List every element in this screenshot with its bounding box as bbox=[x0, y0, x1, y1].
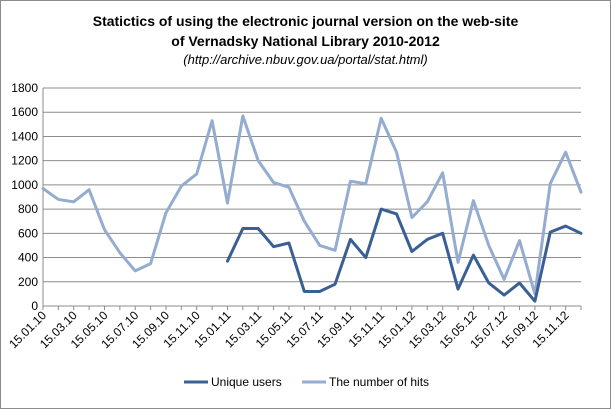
series-lines bbox=[41, 114, 583, 303]
y-tick-label: 600 bbox=[18, 226, 38, 240]
y-tick-label: 1400 bbox=[11, 129, 38, 143]
legend: Unique users The number of hits bbox=[184, 375, 429, 389]
y-tick-label: 200 bbox=[18, 275, 38, 289]
y-tick-label: 0 bbox=[31, 299, 38, 313]
y-tick-label: 1000 bbox=[11, 178, 38, 192]
y-axis-tick-labels: 0 200 400 600 800 1000 1200 1400 1600 1800 bbox=[11, 81, 38, 313]
series-number-of-hits-line bbox=[41, 114, 583, 296]
series-unique-users-line bbox=[225, 207, 583, 303]
legend-number-of-hits-label: The number of hits bbox=[329, 375, 429, 389]
chart-title-line-1: Statictics of using the electronic journ… bbox=[92, 13, 519, 29]
y-tick-label: 800 bbox=[18, 202, 38, 216]
legend-unique-users-label: Unique users bbox=[211, 375, 282, 389]
axes bbox=[42, 88, 582, 310]
y-tick-label: 1200 bbox=[11, 154, 38, 168]
chart-subtitle: (http://archive.nbuv.gov.ua/portal/stat.… bbox=[183, 52, 428, 67]
y-tick-label: 400 bbox=[18, 251, 38, 265]
gridlines bbox=[43, 87, 581, 283]
y-tick-label: 1600 bbox=[11, 105, 38, 119]
x-axis-tick-labels: 15.01.1015.03.1015.05.1015.07.1015.09.10… bbox=[6, 308, 572, 351]
chart-title: Statictics of using the electronic journ… bbox=[1, 11, 610, 51]
chart-title-line-2: of Vernadsky National Library 2010-2012 bbox=[171, 33, 440, 49]
y-tick-label: 1800 bbox=[11, 81, 38, 95]
